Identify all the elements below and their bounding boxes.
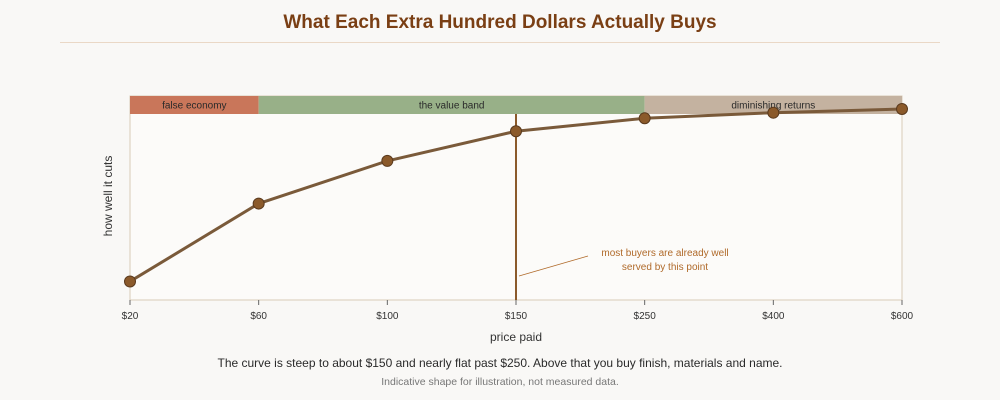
annotation-text: most buyers are already well served by th… [601, 248, 728, 273]
data-point [510, 125, 522, 138]
x-axis-label: price paid [490, 330, 542, 344]
data-point [124, 275, 136, 288]
band-0 [130, 96, 259, 114]
data-point [767, 106, 780, 119]
data-point [896, 102, 908, 115]
band-label: false economy [162, 101, 226, 112]
x-tick-label: $60 [250, 311, 267, 322]
annotation-leader [518, 255, 589, 277]
data-point [381, 154, 394, 167]
x-tick-label: $100 [376, 311, 399, 322]
y-axis-label: how well it cuts [101, 156, 115, 237]
band-1 [258, 96, 645, 114]
chart-caption: The curve is steep to about $150 and nea… [217, 356, 783, 370]
x-tick-label: $400 [762, 311, 785, 322]
data-point [638, 112, 651, 125]
chart-title: What Each Extra Hundred Dollars Actually… [283, 12, 717, 33]
x-tick-label: $250 [634, 311, 657, 322]
x-tick-label: $150 [505, 311, 528, 322]
band-label: the value band [419, 101, 485, 112]
title-divider [60, 42, 940, 43]
x-tick-label: $600 [891, 311, 914, 322]
band-label: diminishing returns [731, 101, 815, 112]
chart-footnote: Indicative shape for illustration, not m… [381, 376, 619, 388]
x-tick-label: $20 [122, 311, 139, 322]
data-point [252, 197, 265, 210]
